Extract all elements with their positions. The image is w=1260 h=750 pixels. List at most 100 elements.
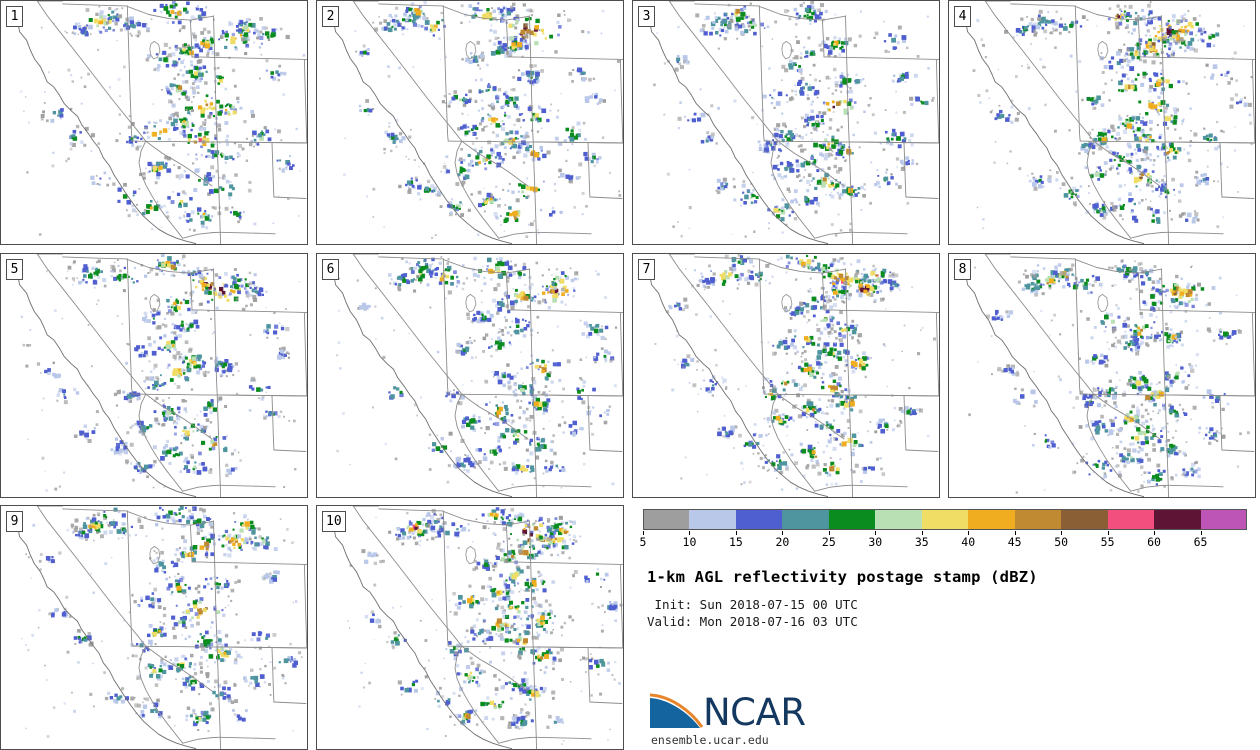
- map-panel-6[interactable]: 6: [316, 253, 624, 498]
- state-border-14: [1140, 57, 1162, 58]
- lake-0: [782, 41, 792, 58]
- coastline: [10, 15, 196, 244]
- state-border-16: [274, 197, 306, 199]
- panel-label-8: 8: [954, 259, 971, 280]
- state-border-10: [214, 57, 309, 59]
- state-border-15: [588, 648, 590, 702]
- state-border-16: [906, 197, 938, 199]
- colorbar-tick-45: 45: [1008, 535, 1022, 549]
- state-border-15: [588, 396, 590, 450]
- map-panel-2[interactable]: 2: [316, 0, 624, 245]
- valid-time-line: Valid: Mon 2018-07-16 03 UTC: [647, 613, 858, 630]
- reflectivity-field: [347, 507, 623, 745]
- colorbar-segment-gray: [643, 509, 689, 530]
- state-border-13: [822, 273, 824, 310]
- colorbar-segment-pink: [1108, 509, 1154, 530]
- state-border-4: [63, 257, 128, 259]
- state-border-11: [1165, 142, 1256, 143]
- state-border-15: [904, 396, 906, 450]
- reflectivity-map-5: [1, 254, 308, 498]
- state-border-10: [214, 562, 309, 564]
- state-border-16: [590, 702, 622, 704]
- colorbar-tick-5: 5: [640, 535, 647, 549]
- reflectivity-map-2: [317, 1, 624, 245]
- state-border-15: [1220, 396, 1222, 450]
- ensemble-url[interactable]: ensemble.ucar.edu: [651, 733, 769, 747]
- state-border-10: [1162, 57, 1257, 59]
- state-border-2: [1087, 394, 1131, 491]
- map-panel-3[interactable]: 3: [632, 0, 940, 245]
- state-border-10: [530, 562, 625, 564]
- colorbar-tick-55: 55: [1101, 535, 1115, 549]
- state-border-18: [1169, 485, 1224, 487]
- reflectivity-map-4: [949, 1, 1256, 245]
- colorbar-segment-teal: [782, 509, 828, 530]
- map-panel-5[interactable]: 5: [0, 253, 308, 498]
- state-border-18: [537, 737, 592, 739]
- colorbar-segment-brown: [1061, 509, 1107, 530]
- reflectivity-map-8: [949, 254, 1256, 498]
- colorbar-tick-50: 50: [1054, 535, 1068, 549]
- state-border-11: [849, 142, 940, 143]
- lake-0: [466, 294, 476, 311]
- map-panel-9[interactable]: 9: [0, 505, 308, 750]
- state-border-10: [214, 310, 309, 312]
- state-border-12: [620, 60, 622, 143]
- reflectivity-field: [973, 1, 1253, 229]
- state-border-14: [824, 57, 846, 58]
- colorbar-segment-light-green: [875, 509, 921, 530]
- state-border-11: [533, 142, 624, 143]
- state-border-8: [217, 142, 220, 245]
- map-panel-1[interactable]: 1: [0, 0, 308, 245]
- reflectivity-map-7: [633, 254, 940, 498]
- init-time-line: Init: Sun 2018-07-15 00 UTC: [647, 596, 858, 613]
- state-border-12: [1252, 313, 1254, 396]
- colorbar-tick-10: 10: [683, 535, 697, 549]
- figure-title: 1-km AGL reflectivity postage stamp (dBZ…: [647, 568, 1038, 586]
- state-border-17: [815, 485, 853, 491]
- state-border-8: [533, 142, 536, 245]
- reflectivity-map-1: [1, 1, 308, 245]
- state-border-2: [1087, 141, 1131, 238]
- ncar-logo-mark[interactable]: [648, 686, 704, 730]
- panel-label-6: 6: [322, 259, 339, 280]
- map-panel-10[interactable]: 10: [316, 505, 624, 750]
- coastline: [958, 268, 1143, 497]
- map-boundaries: [642, 254, 940, 498]
- state-border-18: [221, 485, 276, 487]
- state-border-12: [304, 60, 306, 143]
- reflectivity-field: [336, 256, 617, 488]
- state-border-17: [183, 232, 221, 238]
- reflectivity-colorbar: [643, 509, 1247, 530]
- state-border-17: [815, 232, 853, 238]
- colorbar-tick-65: 65: [1194, 535, 1208, 549]
- state-border-11: [849, 395, 940, 396]
- colorbar-tick-30: 30: [868, 535, 882, 549]
- state-border-10: [846, 57, 941, 59]
- reflectivity-map-10: [317, 506, 624, 750]
- state-border-9: [759, 6, 845, 20]
- ncar-wordmark[interactable]: NCAR: [703, 694, 806, 731]
- state-border-16: [274, 702, 306, 704]
- state-border-17: [499, 737, 537, 743]
- state-border-13: [190, 273, 192, 310]
- state-border-17: [499, 485, 537, 491]
- state-border-18: [853, 485, 908, 487]
- coastline: [326, 268, 512, 497]
- panel-label-4: 4: [954, 6, 971, 27]
- state-border-15: [272, 648, 274, 702]
- lake-0: [1098, 41, 1108, 58]
- colorbar-segment-yellow: [922, 509, 968, 530]
- state-border-12: [620, 313, 622, 396]
- map-panel-4[interactable]: 4: [948, 0, 1256, 245]
- state-border-18: [537, 232, 592, 234]
- reflectivity-field: [654, 254, 936, 491]
- colorbar-tick-35: 35: [915, 535, 929, 549]
- reflectivity-field: [343, 1, 621, 239]
- map-panel-7[interactable]: 7: [632, 253, 940, 498]
- state-border-2: [139, 394, 183, 491]
- colorbar-segment-light-blue: [689, 509, 735, 530]
- map-panel-8[interactable]: 8: [948, 253, 1256, 498]
- state-border-8: [1165, 395, 1168, 498]
